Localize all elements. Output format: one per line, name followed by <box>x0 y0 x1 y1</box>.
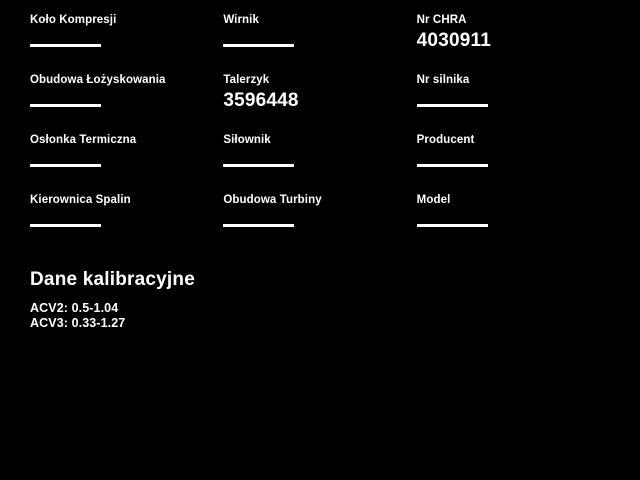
field-value: 3596448 <box>223 90 299 111</box>
field-label: Siłownik <box>223 134 271 146</box>
field-kierownica-spalin[interactable]: Kierownica Spalin <box>30 194 223 254</box>
field-talerzyk[interactable]: Talerzyk 3596448 <box>223 74 416 134</box>
field-silownik[interactable]: Siłownik <box>223 134 416 194</box>
field-label: Producent <box>416 134 475 146</box>
calibration-entry-acv2: ACV2: 0.5-1.04 <box>30 301 119 315</box>
part-fields-grid: Koło Kompresji Wirnik Nr CHRA 4030911 Ob… <box>30 14 610 254</box>
field-blank-underline[interactable] <box>30 104 101 107</box>
calibration-entry-acv3: ACV3: 0.33-1.27 <box>30 316 126 330</box>
field-nr-chra[interactable]: Nr CHRA 4030911 <box>417 14 610 74</box>
calibration-title: Dane kalibracyjne <box>30 269 195 290</box>
field-producent[interactable]: Producent <box>416 134 610 194</box>
field-blank-underline[interactable] <box>416 104 488 107</box>
field-label: Talerzyk <box>223 74 270 86</box>
field-obudowa-turbiny[interactable]: Obudowa Turbiny <box>223 194 416 254</box>
field-label: Koło Kompresji <box>30 14 117 26</box>
field-nr-silnika[interactable]: Nr silnika <box>416 74 610 134</box>
field-row: Osłonka Termiczna Siłownik Producent <box>30 134 610 194</box>
field-row: Koło Kompresji Wirnik Nr CHRA 4030911 <box>30 14 610 74</box>
calibration-entries: ACV2: 0.5-1.04 ACV3: 0.33-1.27 <box>30 301 195 331</box>
field-label: Obudowa Łożyskowania <box>30 74 166 86</box>
calibration-section: Dane kalibracyjne ACV2: 0.5-1.04 ACV3: 0… <box>30 268 195 331</box>
field-value: 4030911 <box>416 30 491 51</box>
field-blank-underline[interactable] <box>223 44 295 47</box>
field-blank-underline[interactable] <box>416 164 488 167</box>
field-obudowa-lozyskowania[interactable]: Obudowa Łożyskowania <box>30 74 223 134</box>
field-label: Kierownica Spalin <box>30 194 131 206</box>
field-blank-underline[interactable] <box>30 44 101 47</box>
field-blank-underline[interactable] <box>416 224 488 227</box>
field-label: Osłonka Termiczna <box>30 134 137 146</box>
field-label: Model <box>416 194 451 206</box>
field-label: Wirnik <box>223 14 259 26</box>
field-label: Nr CHRA <box>416 14 467 26</box>
field-row: Kierownica Spalin Obudowa Turbiny Model <box>30 194 610 254</box>
field-blank-underline[interactable] <box>30 224 101 227</box>
field-blank-underline[interactable] <box>223 224 295 227</box>
field-kolo-kompresji[interactable]: Koło Kompresji <box>30 14 223 74</box>
field-model[interactable]: Model <box>416 194 610 254</box>
field-label: Obudowa Turbiny <box>223 194 322 206</box>
field-row: Obudowa Łożyskowania Talerzyk 3596448 Nr… <box>30 74 610 134</box>
field-label: Nr silnika <box>416 74 470 86</box>
field-oslonka-termiczna[interactable]: Osłonka Termiczna <box>30 134 223 194</box>
field-blank-underline[interactable] <box>30 164 101 167</box>
field-wirnik[interactable]: Wirnik <box>223 14 416 74</box>
field-blank-underline[interactable] <box>223 164 295 167</box>
